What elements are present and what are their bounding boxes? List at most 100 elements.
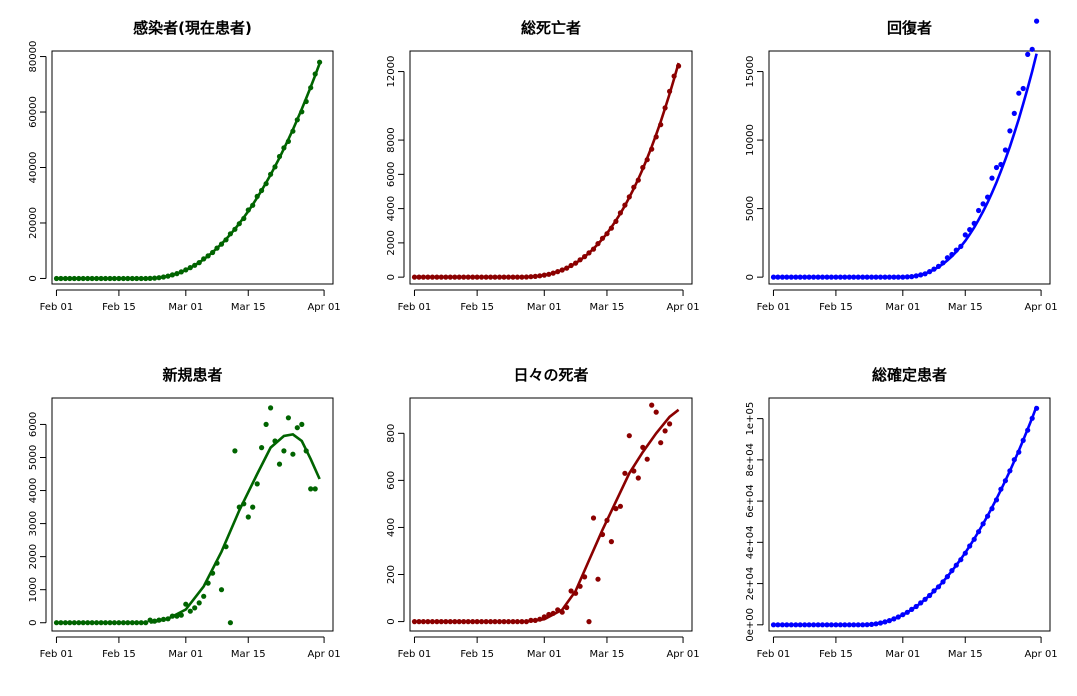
data-point	[1007, 128, 1013, 134]
data-point	[1016, 90, 1022, 96]
y-tick-label: 8e+04	[745, 443, 756, 477]
data-point	[268, 171, 274, 177]
data-point	[147, 275, 153, 281]
data-point	[1025, 51, 1031, 58]
data-point	[174, 271, 180, 277]
x-tick-label: Mar 15	[948, 302, 983, 313]
data-point	[590, 515, 597, 521]
data-point	[232, 226, 238, 232]
data-point	[438, 619, 444, 625]
data-point	[156, 275, 162, 281]
data-point	[116, 275, 122, 282]
data-point	[864, 274, 870, 280]
data-point	[564, 265, 570, 271]
chart-panel-2: 総死亡者 Feb 01 Feb 15 Mar 01 Mar 15 Apr 01 0 2000 4…	[386, 19, 700, 313]
data-point	[420, 274, 426, 280]
data-point	[985, 194, 991, 200]
x-tick-label: Mar 01	[527, 649, 562, 660]
data-point	[111, 275, 117, 282]
x-tick-label: Mar 15	[948, 649, 983, 660]
data-point	[312, 486, 318, 492]
data-point	[245, 207, 251, 213]
data-point	[931, 588, 937, 594]
data-point	[447, 619, 453, 625]
x-tick-label: Mar 15	[590, 302, 625, 313]
data-point	[160, 274, 167, 280]
data-point	[1034, 18, 1040, 24]
data-point	[443, 274, 449, 280]
chart-panel-4: 新規患者 Feb 01 Feb 15 Mar 01 Mar 15 Apr 01 0 1000 2…	[28, 366, 341, 660]
data-point	[1020, 437, 1026, 443]
data-point	[882, 619, 888, 625]
data-point	[416, 274, 422, 280]
data-point	[644, 157, 650, 163]
data-point	[550, 270, 556, 276]
data-point	[802, 622, 808, 628]
data-point	[102, 620, 109, 626]
data-point	[276, 153, 283, 160]
data-point	[811, 622, 817, 628]
data-point	[134, 620, 140, 626]
data-point	[259, 187, 265, 194]
data-point	[833, 622, 839, 628]
data-point	[949, 568, 955, 574]
data-point	[1020, 85, 1026, 92]
data-point	[891, 274, 897, 280]
data-point	[263, 181, 269, 187]
data-point	[488, 619, 494, 625]
y-tick-label: 15000	[745, 56, 756, 88]
data-point	[953, 247, 959, 253]
data-point	[259, 445, 265, 451]
data-point	[626, 433, 632, 439]
data-point	[793, 274, 799, 280]
data-point	[429, 274, 435, 280]
data-point	[869, 621, 875, 628]
data-point	[993, 497, 1000, 503]
data-point	[1011, 457, 1017, 463]
data-point	[474, 619, 480, 625]
data-point	[479, 274, 485, 280]
data-point	[514, 619, 521, 625]
data-point	[456, 619, 462, 625]
data-point	[223, 237, 229, 243]
y-tick-label: 4000	[386, 196, 397, 221]
data-point	[559, 267, 565, 273]
x-tick-label: Feb 01	[757, 302, 791, 313]
data-point	[281, 145, 287, 151]
data-point	[456, 274, 462, 280]
data-point	[676, 63, 682, 69]
data-point	[1029, 415, 1035, 421]
data-point	[434, 619, 440, 625]
data-point	[891, 616, 897, 622]
y-tick-label: 6e+04	[745, 484, 756, 518]
data-point	[299, 421, 305, 427]
data-point	[102, 275, 109, 282]
data-point	[846, 274, 852, 280]
data-point	[62, 275, 68, 282]
data-point	[272, 438, 278, 444]
data-point	[169, 613, 175, 619]
data-point	[631, 468, 637, 474]
data-point	[452, 619, 458, 625]
data-point	[129, 275, 135, 282]
data-point	[138, 275, 144, 282]
data-point	[577, 583, 583, 589]
data-point	[80, 620, 86, 626]
data-point	[869, 274, 875, 280]
data-point	[608, 539, 615, 545]
data-point	[797, 274, 803, 280]
data-point	[595, 576, 601, 582]
x-tick-label: Apr 01	[1024, 649, 1057, 660]
data-point	[819, 622, 826, 628]
data-point	[806, 622, 812, 628]
data-point	[107, 275, 113, 282]
data-point	[989, 175, 995, 181]
data-point	[501, 274, 507, 280]
data-point	[658, 440, 664, 446]
data-point	[254, 481, 260, 487]
data-point	[411, 619, 418, 625]
y-tick-label: 60000	[28, 96, 39, 128]
plot-frame	[768, 50, 1051, 285]
data-point	[438, 274, 444, 280]
